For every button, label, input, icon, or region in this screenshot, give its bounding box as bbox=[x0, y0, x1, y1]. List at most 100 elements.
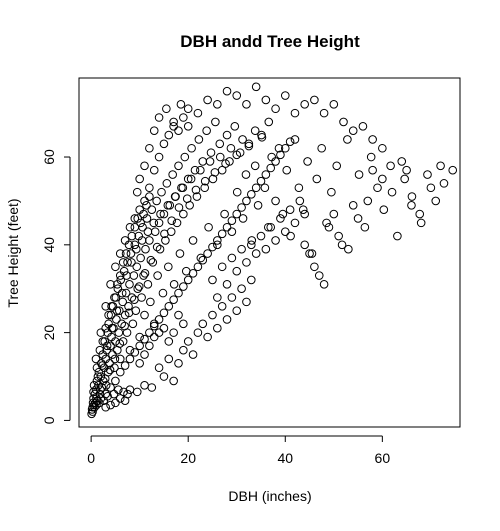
data-point bbox=[188, 236, 198, 245]
data-point bbox=[227, 253, 237, 263]
data-point bbox=[161, 236, 170, 245]
data-point bbox=[193, 108, 203, 118]
data-point bbox=[91, 354, 101, 364]
data-point bbox=[137, 236, 147, 245]
data-points bbox=[87, 82, 458, 419]
data-point bbox=[203, 332, 212, 342]
data-point bbox=[415, 209, 425, 219]
data-point bbox=[135, 341, 144, 351]
data-point bbox=[298, 205, 308, 214]
data-point bbox=[256, 231, 266, 241]
data-point bbox=[112, 306, 122, 315]
data-point bbox=[105, 365, 115, 375]
data-point bbox=[217, 262, 227, 272]
data-point bbox=[280, 143, 290, 153]
data-point bbox=[368, 165, 377, 175]
data-point bbox=[213, 293, 222, 302]
data-point bbox=[215, 152, 225, 162]
data-point bbox=[213, 240, 222, 250]
data-point bbox=[114, 306, 124, 315]
data-point bbox=[162, 104, 171, 114]
data-point bbox=[343, 135, 352, 144]
data-point bbox=[106, 383, 115, 392]
data-point bbox=[152, 196, 161, 206]
y-tick-label: 20 bbox=[41, 325, 57, 341]
data-point bbox=[208, 275, 217, 285]
data-point bbox=[237, 284, 246, 294]
data-point bbox=[124, 308, 134, 318]
data-point bbox=[222, 222, 232, 232]
data-point bbox=[238, 214, 248, 223]
data-point bbox=[164, 354, 174, 364]
data-point bbox=[244, 139, 254, 149]
data-point bbox=[183, 174, 193, 184]
data-point bbox=[222, 86, 232, 96]
x-tick-label: 60 bbox=[375, 450, 391, 466]
data-point bbox=[257, 132, 267, 142]
data-point bbox=[246, 240, 256, 250]
data-point bbox=[125, 280, 134, 289]
data-point bbox=[213, 323, 222, 333]
data-point bbox=[378, 143, 387, 153]
data-point bbox=[98, 337, 108, 346]
data-point bbox=[213, 236, 222, 245]
data-point bbox=[128, 319, 138, 329]
data-point bbox=[232, 306, 242, 315]
data-point bbox=[242, 196, 251, 206]
data-point bbox=[154, 328, 164, 337]
data-point bbox=[263, 222, 273, 232]
data-point bbox=[115, 271, 125, 280]
data-point bbox=[168, 170, 177, 179]
data-point bbox=[145, 192, 154, 201]
data-point bbox=[353, 214, 363, 223]
data-point bbox=[133, 214, 143, 223]
data-point bbox=[208, 242, 217, 252]
data-point bbox=[102, 341, 112, 351]
data-point bbox=[210, 168, 220, 177]
data-point bbox=[138, 222, 147, 232]
data-point bbox=[152, 242, 162, 252]
data-point bbox=[149, 165, 159, 175]
data-point bbox=[100, 374, 110, 384]
data-point bbox=[250, 161, 260, 171]
data-point bbox=[159, 372, 169, 381]
data-point bbox=[319, 280, 329, 289]
data-point bbox=[183, 104, 193, 114]
data-point bbox=[202, 126, 211, 135]
data-point bbox=[106, 310, 116, 320]
data-point bbox=[431, 196, 441, 206]
data-point bbox=[266, 222, 276, 232]
data-point bbox=[140, 161, 149, 171]
data-point bbox=[140, 380, 149, 390]
data-point bbox=[423, 170, 432, 179]
data-point bbox=[226, 143, 236, 153]
data-point bbox=[145, 236, 154, 245]
data-point bbox=[426, 183, 436, 193]
data-point bbox=[213, 100, 222, 109]
data-point bbox=[274, 143, 284, 153]
data-point bbox=[285, 137, 295, 146]
data-point bbox=[300, 209, 309, 219]
data-point bbox=[127, 293, 137, 302]
data-point bbox=[188, 269, 198, 278]
data-point bbox=[250, 126, 260, 135]
data-point bbox=[176, 100, 186, 109]
data-point bbox=[123, 389, 132, 399]
data-point bbox=[169, 117, 178, 127]
data-point bbox=[131, 244, 141, 254]
data-point bbox=[130, 348, 140, 357]
data-point bbox=[208, 310, 217, 320]
data-point bbox=[282, 165, 292, 175]
data-point bbox=[203, 249, 212, 258]
data-point bbox=[140, 196, 149, 206]
data-point bbox=[436, 161, 445, 171]
data-point bbox=[387, 187, 397, 197]
data-point bbox=[145, 328, 154, 337]
data-point bbox=[220, 209, 229, 219]
data-point bbox=[139, 209, 148, 219]
data-point bbox=[307, 249, 317, 258]
data-point bbox=[310, 95, 319, 105]
data-point bbox=[285, 205, 295, 214]
data-point bbox=[107, 301, 116, 311]
data-point bbox=[164, 262, 173, 272]
